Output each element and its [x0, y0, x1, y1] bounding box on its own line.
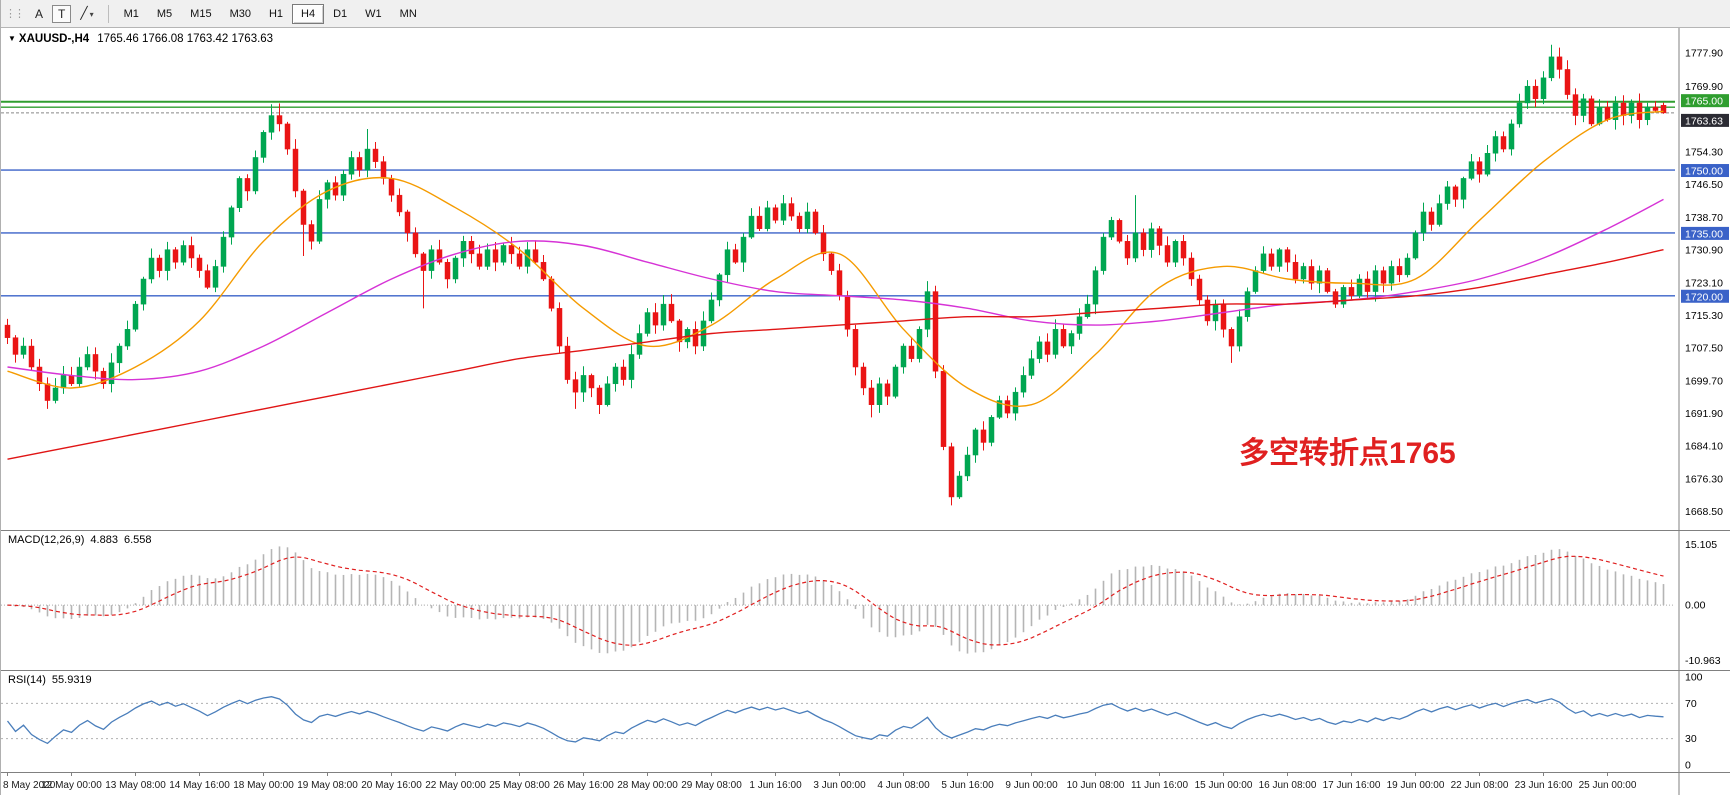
- svg-text:15 Jun 00:00: 15 Jun 00:00: [1195, 780, 1253, 791]
- svg-text:1750.00: 1750.00: [1685, 166, 1723, 178]
- trendline-icon: ╱: [80, 5, 88, 20]
- rsi-value: 55.9319: [51, 674, 92, 686]
- svg-text:1715.30: 1715.30: [1685, 310, 1723, 322]
- arrow-tool-button[interactable]: A: [28, 4, 50, 24]
- svg-text:1754.30: 1754.30: [1685, 147, 1723, 159]
- svg-text:3 Jun 00:00: 3 Jun 00:00: [813, 780, 866, 791]
- svg-text:10 Jun 08:00: 10 Jun 08:00: [1067, 780, 1125, 791]
- svg-text:0.00: 0.00: [1685, 600, 1706, 612]
- svg-text:18 May 00:00: 18 May 00:00: [233, 780, 294, 791]
- svg-text:22 Jun 08:00: 22 Jun 08:00: [1451, 780, 1509, 791]
- svg-text:1 Jun 16:00: 1 Jun 16:00: [749, 780, 802, 791]
- timeframe-button-h1[interactable]: H1: [260, 4, 292, 24]
- toolbar: ⋮⋮ A T ╱ ▾ M1 M5 M15 M30 H1 H4 D1 W1 MN: [1, 0, 1730, 28]
- toolbar-drag-handle-icon[interactable]: ⋮⋮: [5, 8, 25, 20]
- main-price-pane: 1777.90 1769.90 1754.30 1746.50 1738.70 1730.…: [1, 28, 1730, 530]
- svg-text:1738.70: 1738.70: [1685, 212, 1723, 224]
- timeframe-button-m30[interactable]: M30: [221, 4, 260, 24]
- svg-text:1746.50: 1746.50: [1685, 179, 1723, 191]
- svg-text:15.105: 15.105: [1685, 539, 1717, 551]
- svg-text:28 May 00:00: 28 May 00:00: [617, 780, 678, 791]
- macd-indicator-chart[interactable]: 15.105 0.00 -10.963: [1, 530, 1730, 670]
- chart-title: ▼ XAUUSD-,H4 1765.46 1766.08 1763.42 1763.…: [8, 33, 273, 45]
- text-tool-button[interactable]: T: [52, 4, 72, 23]
- svg-text:1777.90: 1777.90: [1685, 48, 1723, 60]
- svg-text:12 May 00:00: 12 May 00:00: [41, 780, 102, 791]
- svg-text:1765.00: 1765.00: [1685, 96, 1723, 108]
- draw-tools-button[interactable]: ╱ ▾: [73, 3, 100, 25]
- rsi-label: RSI(14): [8, 674, 46, 686]
- svg-text:0: 0: [1685, 760, 1691, 772]
- svg-text:14 May 16:00: 14 May 16:00: [169, 780, 230, 791]
- svg-text:1676.30: 1676.30: [1685, 473, 1723, 485]
- chart-area: 1777.90 1769.90 1754.30 1746.50 1738.70 1730.…: [1, 28, 1730, 795]
- candlestick-chart[interactable]: 1777.90 1769.90 1754.30 1746.50 1738.70 1730.…: [1, 28, 1730, 530]
- svg-text:22 May 00:00: 22 May 00:00: [425, 780, 486, 791]
- svg-text:17 Jun 16:00: 17 Jun 16:00: [1323, 780, 1381, 791]
- timeframe-button-h4[interactable]: H4: [292, 3, 325, 24]
- svg-text:5 Jun 16:00: 5 Jun 16:00: [941, 780, 994, 791]
- chart-symbol-label: XAUUSD-,H4: [18, 33, 90, 45]
- rsi-pane: 100 70 30 0 RSI(14) 55.9319: [1, 670, 1730, 772]
- svg-text:1769.90: 1769.90: [1685, 81, 1723, 93]
- svg-text:25 Jun 00:00: 25 Jun 00:00: [1579, 780, 1637, 791]
- chevron-down-icon: ▾: [89, 9, 94, 19]
- svg-text:19 May 08:00: 19 May 08:00: [297, 780, 358, 791]
- timeframe-button-m15[interactable]: M15: [181, 4, 220, 24]
- timeframe-button-w1[interactable]: W1: [356, 4, 391, 24]
- chart-ohlc-values: 1765.46 1766.08 1763.42 1763.63: [97, 33, 274, 45]
- svg-text:1684.10: 1684.10: [1685, 441, 1723, 453]
- macd-pane: 15.105 0.00 -10.963 MACD(12,26,9) 4.883 6.55…: [1, 530, 1730, 670]
- time-axis-pane: 8 May 2020 12 May 00:00 13 May 08:00 14 May…: [1, 772, 1730, 795]
- timeframe-button-group: M1 M5 M15 M30 H1 H4 D1 W1 MN: [115, 3, 426, 24]
- rsi-indicator-chart[interactable]: 100 70 30 0: [1, 670, 1730, 772]
- rsi-header: RSI(14) 55.9319: [8, 674, 92, 686]
- svg-text:23 Jun 16:00: 23 Jun 16:00: [1515, 780, 1573, 791]
- symbol-dropdown-icon[interactable]: ▼: [8, 34, 16, 43]
- svg-text:1668.50: 1668.50: [1685, 506, 1723, 518]
- svg-text:1707.50: 1707.50: [1685, 343, 1723, 355]
- chart-annotation-text[interactable]: 多空转折点1765: [1239, 437, 1456, 470]
- svg-text:16 Jun 08:00: 16 Jun 08:00: [1259, 780, 1317, 791]
- macd-value: 4.883: [90, 534, 118, 546]
- timeframe-button-m5[interactable]: M5: [148, 4, 181, 24]
- svg-text:19 Jun 00:00: 19 Jun 00:00: [1387, 780, 1445, 791]
- timeframe-button-mn[interactable]: MN: [391, 4, 426, 24]
- svg-text:25 May 08:00: 25 May 08:00: [489, 780, 550, 791]
- svg-text:1723.10: 1723.10: [1685, 277, 1723, 289]
- svg-text:26 May 16:00: 26 May 16:00: [553, 780, 614, 791]
- svg-text:13 May 08:00: 13 May 08:00: [105, 780, 166, 791]
- svg-text:1720.00: 1720.00: [1685, 291, 1723, 303]
- svg-text:30: 30: [1685, 733, 1697, 745]
- svg-text:8 May 2020: 8 May 2020: [3, 780, 56, 791]
- timeframe-button-d1[interactable]: D1: [324, 4, 356, 24]
- svg-text:100: 100: [1685, 672, 1703, 684]
- svg-text:11 Jun 16:00: 11 Jun 16:00: [1131, 780, 1189, 791]
- svg-text:1691.90: 1691.90: [1685, 408, 1723, 420]
- svg-text:20 May 16:00: 20 May 16:00: [361, 780, 422, 791]
- svg-text:1735.00: 1735.00: [1685, 228, 1723, 240]
- macd-header: MACD(12,26,9) 4.883 6.558: [8, 534, 151, 546]
- svg-text:-10.963: -10.963: [1685, 655, 1721, 667]
- svg-text:1699.70: 1699.70: [1685, 375, 1723, 387]
- toolbar-separator: [107, 4, 109, 23]
- macd-label: MACD(12,26,9): [8, 534, 85, 546]
- svg-text:1763.63: 1763.63: [1685, 115, 1723, 127]
- svg-text:29 May 08:00: 29 May 08:00: [681, 780, 742, 791]
- svg-text:9 Jun 00:00: 9 Jun 00:00: [1005, 780, 1058, 791]
- svg-text:70: 70: [1685, 698, 1697, 710]
- svg-text:1730.90: 1730.90: [1685, 245, 1723, 257]
- timeframe-button-m1[interactable]: M1: [115, 4, 148, 24]
- macd-signal-value: 6.558: [123, 534, 152, 546]
- svg-text:4 Jun 08:00: 4 Jun 08:00: [877, 780, 930, 791]
